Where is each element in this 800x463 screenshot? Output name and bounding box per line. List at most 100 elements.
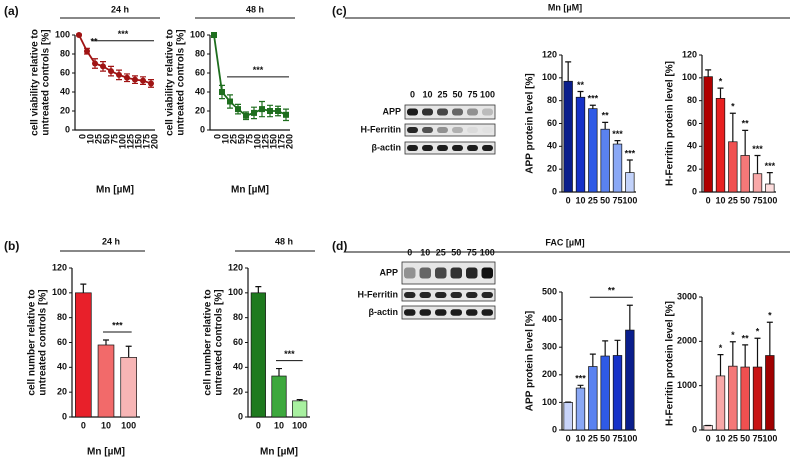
marker (227, 98, 233, 105)
y-tick-label: 120 (542, 49, 557, 59)
error-bar (577, 384, 584, 389)
blot-band (481, 292, 493, 298)
x-tick-label: 100 (117, 134, 127, 149)
axes (701, 297, 776, 431)
blot-strip (404, 123, 496, 137)
bar (728, 365, 738, 431)
bar (715, 98, 726, 193)
blot-strip (404, 141, 496, 155)
y-tick-label: 20 (687, 164, 697, 174)
y-tick-label: 0 (238, 411, 243, 421)
error-bar (626, 304, 633, 331)
y-tick-label: 60 (687, 118, 697, 128)
marker (243, 112, 249, 119)
x-tick-label: 25 (728, 195, 738, 205)
error-bar (614, 140, 621, 145)
marker (148, 80, 154, 87)
x-tick-label: 10 (274, 420, 284, 430)
blot-band (419, 292, 431, 298)
error-bar (705, 69, 712, 77)
y-axis-label: cell viability relative to (165, 29, 176, 136)
error-bar (766, 171, 773, 185)
error-bar (255, 286, 262, 293)
y-tick-label: 20 (233, 387, 243, 397)
marker (267, 108, 273, 114)
bar (575, 387, 586, 431)
lane-label: 50 (451, 247, 461, 257)
y-tick-label: 40 (233, 362, 243, 372)
x-axis-label: Mn [µM] (96, 185, 134, 196)
blot-band (466, 309, 478, 316)
axes (701, 55, 776, 193)
marker (108, 68, 114, 75)
marker (100, 63, 106, 70)
lane-label: 10 (422, 89, 432, 99)
error-bar (754, 154, 761, 174)
x-tick-label: 0 (706, 433, 711, 443)
blot-band (450, 267, 462, 279)
significance: * (719, 76, 723, 86)
error-bar (742, 344, 749, 368)
y-tick-label: 80 (57, 312, 67, 322)
bar (575, 96, 586, 193)
bar (120, 357, 137, 418)
y-tick-label: 0 (552, 186, 557, 196)
y-tick-label: 400 (542, 314, 557, 324)
significance: * (731, 102, 735, 112)
significance: ** (577, 80, 585, 90)
y-axis-label: H-Ferritin protein level [%] (665, 301, 676, 426)
x-tick-label: 25 (228, 134, 238, 144)
chart-title: 48 h (275, 236, 293, 246)
blot-band (467, 145, 478, 151)
x-tick-label: 0 (77, 134, 87, 139)
blot-band (404, 309, 416, 316)
x-tick-label: 50 (600, 195, 610, 205)
error-bar (565, 61, 572, 82)
blot-band (437, 145, 448, 151)
blot-band (419, 309, 431, 316)
significance: *** (752, 144, 763, 154)
error-bar (742, 129, 749, 156)
blot-band (435, 309, 447, 316)
x-tick-label: 200 (284, 134, 294, 149)
marker (84, 48, 90, 55)
panel-header: Mn [µM] (548, 2, 582, 12)
significance: ** (608, 286, 616, 296)
error-bar (614, 339, 621, 356)
y-tick-label: 0 (552, 424, 557, 434)
x-tick-label: 10 (575, 195, 585, 205)
panel-label: (b) (4, 239, 19, 253)
error-bar (766, 321, 773, 356)
axes (561, 292, 636, 431)
y-tick-label: 80 (195, 48, 205, 58)
panel-label: (c) (332, 4, 347, 18)
panel-header: FAC [µM] (545, 237, 584, 247)
blot-strip (404, 104, 496, 120)
chart-title: 48 h (246, 4, 264, 14)
error-bar (729, 341, 736, 367)
marker (116, 71, 122, 78)
bar (588, 366, 598, 431)
bar (292, 400, 308, 418)
x-tick-label: 175 (141, 134, 151, 149)
x-tick-label: 100 (762, 195, 777, 205)
y-axis-label: cell number relative to (203, 289, 214, 395)
bar (625, 172, 635, 193)
y-tick-label: 0 (200, 124, 205, 134)
blot-band (452, 108, 463, 116)
y-tick-label: 60 (233, 337, 243, 347)
marker (275, 108, 281, 114)
x-tick-label: 10 (575, 433, 585, 443)
significance: *** (612, 129, 623, 139)
marker (132, 76, 138, 83)
marker (235, 106, 241, 113)
y-tick-label: 60 (57, 337, 67, 347)
lane-label: 0 (410, 89, 415, 99)
x-tick-label: 50 (740, 195, 750, 205)
bar (271, 375, 287, 418)
y-tick-label: 40 (687, 141, 697, 151)
y-axis-label: untreated controls [%] (38, 289, 49, 395)
lane-label: 100 (480, 247, 495, 257)
significance: ** (90, 37, 98, 47)
